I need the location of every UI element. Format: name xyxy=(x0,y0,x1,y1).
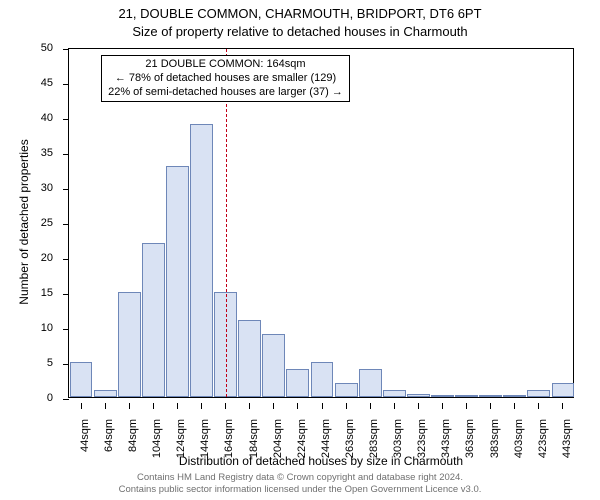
bar xyxy=(142,243,165,397)
x-tick-label: 44sqm xyxy=(79,419,91,452)
x-tick-label: 343sqm xyxy=(440,419,452,458)
chart-title: 21, DOUBLE COMMON, CHARMOUTH, BRIDPORT, … xyxy=(0,6,600,21)
bar xyxy=(431,395,454,397)
y-tick-label: 20 xyxy=(41,252,53,264)
figure-container: 21, DOUBLE COMMON, CHARMOUTH, BRIDPORT, … xyxy=(0,0,600,500)
x-tick-label: 64sqm xyxy=(103,419,115,452)
y-tick-label: 25 xyxy=(41,217,53,229)
bar xyxy=(503,395,526,397)
annotation-line-3: 22% of semi-detached houses are larger (… xyxy=(108,86,343,100)
bar xyxy=(552,383,575,397)
x-tick-label: 84sqm xyxy=(127,419,139,452)
x-tick-label: 224sqm xyxy=(296,419,308,458)
bar xyxy=(359,369,382,397)
bar xyxy=(335,383,358,397)
x-tick-label: 164sqm xyxy=(224,419,236,458)
bar xyxy=(238,320,261,397)
bar xyxy=(479,395,502,397)
y-tick-label: 0 xyxy=(47,392,53,404)
x-tick-label: 263sqm xyxy=(344,419,356,458)
x-tick-label: 104sqm xyxy=(151,419,163,458)
bar xyxy=(407,394,430,398)
x-tick-label: 184sqm xyxy=(248,419,260,458)
x-tick-label: 283sqm xyxy=(368,419,380,458)
x-tick-label: 144sqm xyxy=(200,419,212,458)
footer-line-2: Contains public sector information licen… xyxy=(0,484,600,496)
x-tick-label: 443sqm xyxy=(561,419,573,458)
y-axis-label: Number of detached properties xyxy=(17,47,31,397)
bar xyxy=(190,124,213,397)
y-tick-label: 35 xyxy=(41,147,53,159)
footer-attribution: Contains HM Land Registry data © Crown c… xyxy=(0,472,600,496)
x-tick-label: 323sqm xyxy=(416,419,428,458)
bar xyxy=(94,390,117,397)
bar xyxy=(527,390,550,397)
x-tick-label: 204sqm xyxy=(272,419,284,458)
footer-line-1: Contains HM Land Registry data © Crown c… xyxy=(0,472,600,484)
x-tick-label: 244sqm xyxy=(320,419,332,458)
y-tick-label: 30 xyxy=(41,182,53,194)
x-tick-label: 303sqm xyxy=(392,419,404,458)
x-tick-label: 383sqm xyxy=(489,419,501,458)
annotation-line-2: ← 78% of detached houses are smaller (12… xyxy=(108,72,343,86)
bar xyxy=(383,390,406,397)
annotation-box: 21 DOUBLE COMMON: 164sqm ← 78% of detach… xyxy=(101,55,350,102)
bar xyxy=(311,362,334,397)
annotation-line-1: 21 DOUBLE COMMON: 164sqm xyxy=(108,58,343,72)
y-tick-label: 10 xyxy=(41,322,53,334)
x-tick-label: 423sqm xyxy=(537,419,549,458)
y-tick-label: 5 xyxy=(47,357,53,369)
y-tick-label: 15 xyxy=(41,287,53,299)
y-tick-label: 45 xyxy=(41,77,53,89)
x-tick-label: 124sqm xyxy=(175,419,187,458)
y-tick-label: 40 xyxy=(41,112,53,124)
bar xyxy=(262,334,285,397)
bar xyxy=(166,166,189,397)
x-tick-label: 363sqm xyxy=(465,419,477,458)
bar xyxy=(286,369,309,397)
y-tick-label: 50 xyxy=(41,42,53,54)
bar xyxy=(70,362,93,397)
chart-subtitle: Size of property relative to detached ho… xyxy=(0,24,600,39)
x-axis-label: Distribution of detached houses by size … xyxy=(68,454,574,468)
plot-area: 21 DOUBLE COMMON: 164sqm ← 78% of detach… xyxy=(68,48,574,398)
bar xyxy=(118,292,141,397)
bar xyxy=(455,395,478,397)
x-tick-label: 403sqm xyxy=(513,419,525,458)
